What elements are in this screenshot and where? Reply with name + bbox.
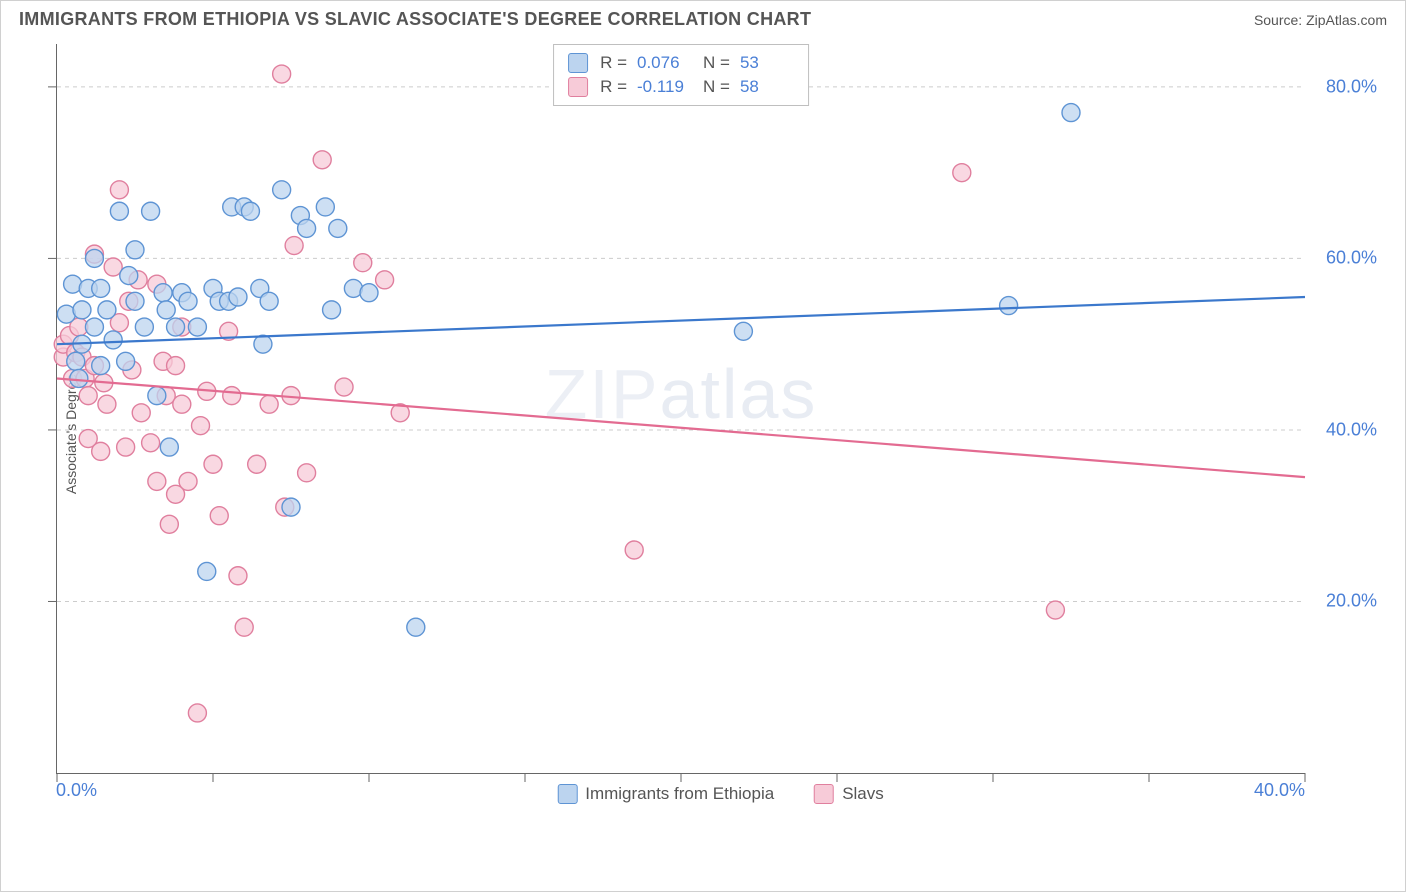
x-axis-min: 0.0% xyxy=(56,780,97,801)
swatch-series1-bottom xyxy=(557,784,577,804)
swatch-series2 xyxy=(568,77,588,97)
legend-item-series1: Immigrants from Ethiopia xyxy=(557,784,774,804)
n-value-series1: 53 xyxy=(740,53,794,73)
chart-svg xyxy=(57,44,1305,773)
series1-label: Immigrants from Ethiopia xyxy=(585,784,774,804)
x-axis-max: 40.0% xyxy=(1254,780,1305,801)
scatter-chart: Associate's Degree R = 0.076 N = 53 R = … xyxy=(56,44,1385,824)
r-label: R = xyxy=(600,77,627,97)
source-label: Source: ZipAtlas.com xyxy=(1254,12,1387,28)
correlation-legend: R = 0.076 N = 53 R = -0.119 N = 58 xyxy=(553,44,809,106)
r-value-series2: -0.119 xyxy=(637,77,691,97)
y-tick-label: 40.0% xyxy=(1326,419,1377,440)
y-tick-label: 20.0% xyxy=(1326,591,1377,612)
r-label: R = xyxy=(600,53,627,73)
swatch-series2-bottom xyxy=(814,784,834,804)
n-value-series2: 58 xyxy=(740,77,794,97)
y-tick-label: 60.0% xyxy=(1326,248,1377,269)
chart-title: IMMIGRANTS FROM ETHIOPIA VS SLAVIC ASSOC… xyxy=(19,9,811,30)
series-legend: Immigrants from Ethiopia Slavs xyxy=(557,784,884,804)
legend-row-series1: R = 0.076 N = 53 xyxy=(568,51,794,75)
n-label: N = xyxy=(703,53,730,73)
swatch-series1 xyxy=(568,53,588,73)
legend-item-series2: Slavs xyxy=(814,784,884,804)
r-value-series1: 0.076 xyxy=(637,53,691,73)
y-tick-labels: 20.0% 40.0% 60.0% 80.0% xyxy=(1309,44,1385,774)
series2-label: Slavs xyxy=(842,784,884,804)
y-tick-label: 80.0% xyxy=(1326,76,1377,97)
legend-row-series2: R = -0.119 N = 58 xyxy=(568,75,794,99)
n-label: N = xyxy=(703,77,730,97)
